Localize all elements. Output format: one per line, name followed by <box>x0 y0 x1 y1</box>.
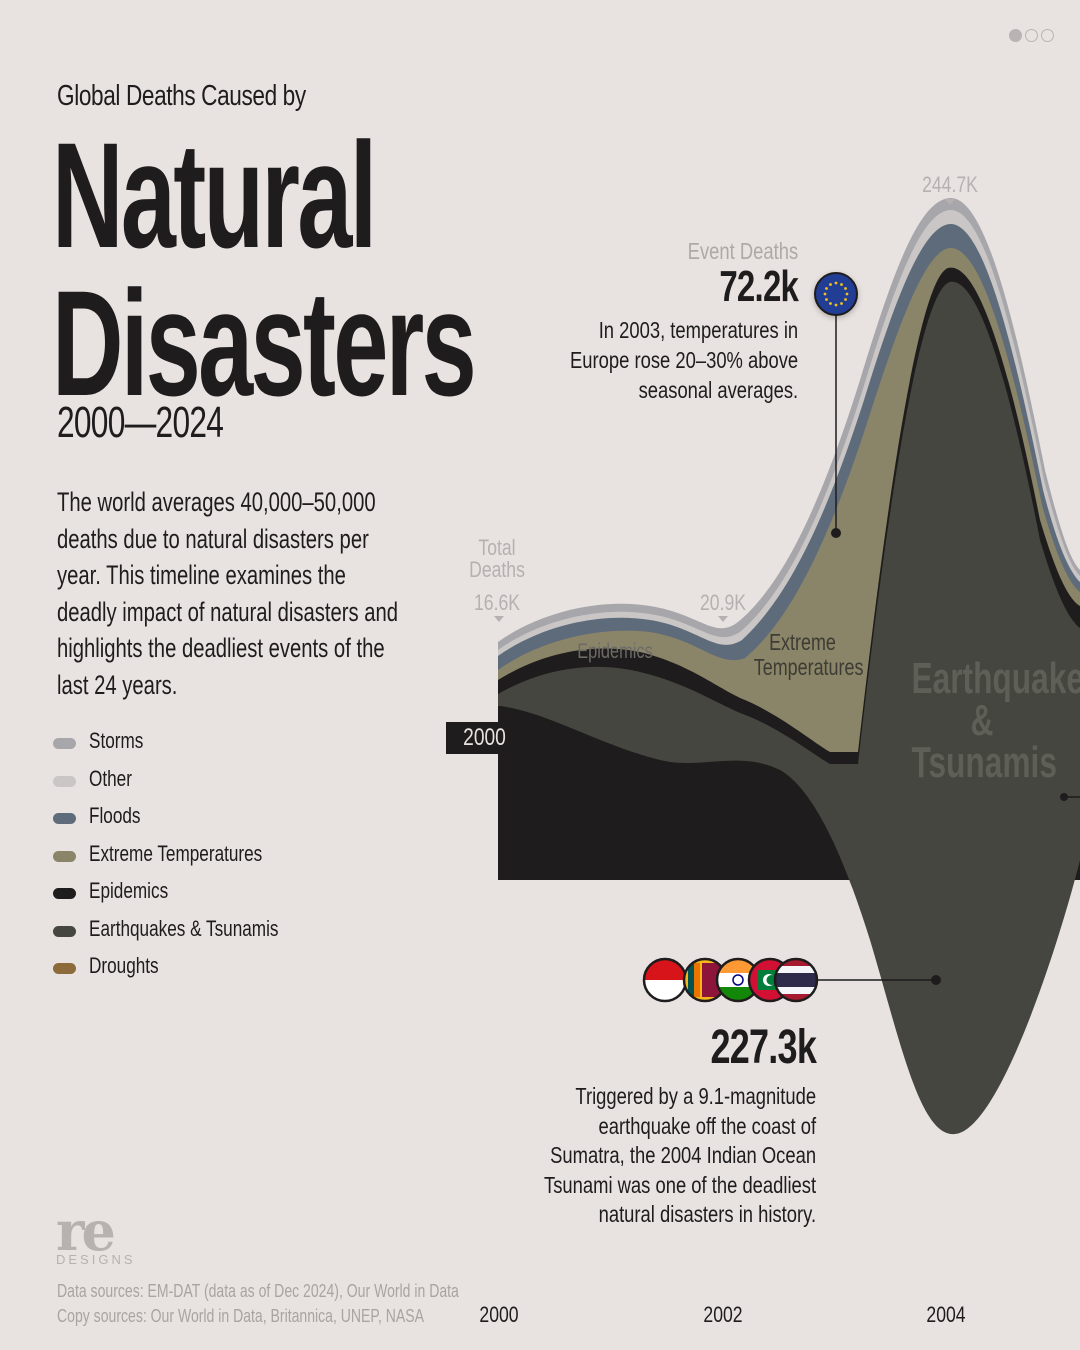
total-pointer <box>494 616 504 622</box>
annotation-tsunami-text: Triggered by a 9.1-magnitude earthquake o… <box>544 1082 816 1230</box>
total-2004-value: 244.7K <box>910 172 990 198</box>
eu-star <box>825 287 828 290</box>
legend-swatch <box>53 850 76 862</box>
stream-earthquakes-tsunamis <box>498 281 1080 1135</box>
subtitle: Global Deaths Caused by <box>57 80 306 112</box>
logo-subtext: DESIGNS <box>56 1252 136 1267</box>
copy-sources: Copy sources: Our World in Data, Britann… <box>57 1306 425 1326</box>
logo: re DESIGNS <box>56 1199 136 1267</box>
eu-star <box>823 292 827 296</box>
x-tick-label: 2000 <box>479 1302 519 1327</box>
title-line-2: Disasters <box>52 259 477 427</box>
annotation-tsunami: 227.3k Triggered by a 9.1-magnitude earth… <box>476 1021 817 1230</box>
pagination-dot[interactable] <box>1041 29 1054 42</box>
legend-swatch <box>53 775 76 787</box>
legend-label: Storms <box>89 728 144 753</box>
start-year-tag: 2000 <box>446 722 523 754</box>
stream-label-earthquakes-text: Earthquakes & Tsunamis <box>911 654 1080 787</box>
intro-text: The world averages 40,000–50,000 deaths … <box>57 487 399 700</box>
european-union-flag-icon <box>814 272 858 316</box>
total-pointer <box>718 616 728 622</box>
legend-swatch <box>53 813 76 824</box>
eu-star <box>840 302 843 305</box>
eu-star <box>834 281 838 285</box>
stream-label-epidemics: Epidemics <box>572 640 658 664</box>
leader-dot-right <box>1060 793 1068 801</box>
legend-label: Other <box>89 765 132 791</box>
sri-lanka-flag-icon <box>682 957 728 1003</box>
eu-star <box>829 302 832 305</box>
leader-dot-tsunami <box>931 975 941 985</box>
annotation-tsunami-value: 227.3k <box>710 1021 816 1074</box>
annotation-tsunami-line: Sumatra, the 2004 Indian Ocean <box>550 1142 816 1168</box>
eu-star <box>829 283 832 286</box>
pagination-dot[interactable] <box>1009 29 1022 42</box>
eu-star <box>844 298 847 301</box>
title-line-1: Natural <box>52 111 377 279</box>
annotation-europe-value: 72.2k <box>719 262 799 311</box>
annotation-europe: Event Deaths 72.2k In 2003, temperatures… <box>513 238 799 405</box>
legend-swatch <box>53 738 76 749</box>
annotation-tsunami-line: natural disasters in history. <box>598 1201 816 1227</box>
total-2002-label: 20.9K <box>700 590 746 615</box>
annotation-europe-text: In 2003, temperatures in Europe rose 20–3… <box>570 315 798 405</box>
legend-label: Droughts <box>89 953 159 978</box>
year-range: 2000—2024 <box>57 398 224 447</box>
total-2000-value: 16.6K <box>461 590 533 616</box>
stream-label-extreme-temperatures-text: Extreme Temperatures <box>753 629 864 680</box>
stream-label-extreme-temperatures: Extreme Temperatures <box>754 630 864 680</box>
eu-star <box>825 298 828 301</box>
legend-label: Floods <box>89 803 141 828</box>
total-pointer <box>945 199 955 205</box>
annotation-europe-line: Europe rose 20–30% above <box>569 347 798 373</box>
leader-dot-europe <box>831 528 841 538</box>
total-2002-value: 20.9K <box>687 590 759 616</box>
legend-swatch <box>53 888 76 899</box>
eu-star <box>840 283 843 286</box>
legend-swatch <box>53 963 76 974</box>
annotation-europe-line: In 2003, temperatures in <box>598 317 798 343</box>
thailand-flag-icon <box>773 957 819 1003</box>
x-tick-label: 2004 <box>926 1302 966 1327</box>
logo-mark: re <box>56 1199 116 1263</box>
annotation-tsunami-line: earthquake off the coast of <box>598 1112 816 1139</box>
annotation-tsunami-line: Tsunami was one of the deadliest <box>543 1171 816 1198</box>
total-2000-label: 16.6K <box>474 590 520 615</box>
eu-star <box>845 292 849 296</box>
indonesia-flag-icon <box>642 957 688 1003</box>
stream-label-earthquakes: Earthquakes & Tsunamis <box>911 657 1080 785</box>
data-sources: Data sources: EM-DAT (data as of Dec 202… <box>57 1281 459 1301</box>
eu-star <box>834 303 838 307</box>
eu-star <box>844 287 847 290</box>
stream-label-epidemics-text: Epidemics <box>577 640 653 663</box>
start-year-tag-label: 2000 <box>463 724 506 751</box>
legend-label: Epidemics <box>89 878 169 903</box>
legend-swatch <box>53 925 76 937</box>
annotation-europe-header: Event Deaths <box>687 238 798 264</box>
total-deaths-header-label: Total Deaths <box>469 535 525 582</box>
pagination-dot[interactable] <box>1025 29 1038 42</box>
total-2004-label: 244.7K <box>922 172 978 197</box>
total-deaths-header: Total Deaths <box>461 537 533 581</box>
annotation-europe-line: seasonal averages. <box>638 377 798 403</box>
legend-label: Extreme Temperatures <box>89 840 263 866</box>
pagination-dots <box>1009 29 1054 42</box>
legend-label: Earthquakes & Tsunamis <box>89 915 279 941</box>
annotation-tsunami-line: Triggered by a 9.1-magnitude <box>575 1083 816 1109</box>
x-tick-label: 2002 <box>703 1302 743 1327</box>
